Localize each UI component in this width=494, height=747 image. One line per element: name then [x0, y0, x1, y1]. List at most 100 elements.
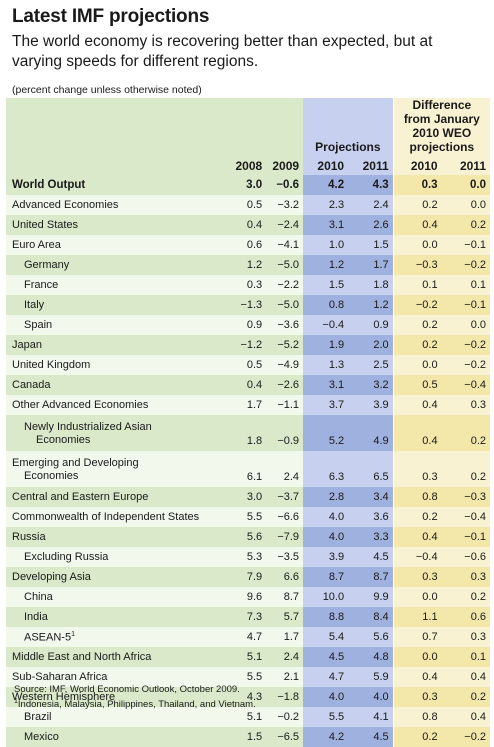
difference-2010: 0.4: [392, 215, 442, 235]
source-notes: Source: IMF, World Economic Outlook, Oct…: [14, 684, 256, 711]
row-label-text: Excluding Russia: [24, 551, 109, 563]
table-row: World Output 3.0 −0.6 4.2 4.3 0.3 0.0: [6, 175, 490, 195]
difference-2011: 0.6: [441, 607, 490, 627]
projection-2011: 3.2: [348, 375, 394, 395]
value-2009: 2.4: [266, 647, 304, 667]
projection-2010: 2.8: [303, 487, 349, 507]
projection-2010: 4.0: [303, 507, 349, 527]
page-title: Latest IMF projections: [12, 6, 210, 27]
row-label-text: Germany: [24, 259, 70, 271]
row-label-text: United States: [12, 219, 79, 231]
projection-2011: 2.5: [348, 355, 394, 375]
value-2009: −3.6: [266, 315, 304, 335]
table-row: Canada 0.4 −2.6 3.1 3.2 0.5 −0.4: [6, 375, 490, 395]
value-2009: −5.0: [266, 295, 304, 315]
row-label-text: Commonwealth of Independent States: [12, 511, 200, 523]
header-row-groups: Projections Difference from January 2010…: [6, 98, 490, 157]
table-row: Commonwealth of Independent States 5.5 −6.…: [6, 507, 490, 527]
difference-2010: 0.4: [392, 415, 442, 451]
difference-2010: 0.2: [392, 727, 442, 747]
difference-2011: −0.2: [441, 355, 490, 375]
header-projections: Projections: [303, 98, 394, 157]
row-label: Canada: [6, 375, 228, 395]
value-2008: −1.2: [227, 335, 267, 355]
table-row: Japan −1.2 −5.2 1.9 2.0 0.2 −0.2: [6, 335, 490, 355]
value-2009: −6.5: [266, 727, 304, 747]
projection-2010: 1.0: [303, 235, 349, 255]
value-2009: −2.6: [266, 375, 304, 395]
row-label: United Kingdom: [6, 355, 228, 375]
value-2008: −1.3: [227, 295, 267, 315]
difference-2011: 0.0: [441, 315, 490, 335]
projection-2010: 8.8: [303, 607, 349, 627]
projection-2011: 4.9: [348, 415, 394, 451]
row-label: Emerging and Developing Economies: [6, 451, 228, 487]
row-label: Other Advanced Economies: [6, 395, 228, 415]
value-2009: 6.6: [266, 567, 304, 587]
projection-2011: 5.6: [348, 627, 394, 647]
row-label: China: [6, 587, 228, 607]
projection-2010: 4.2: [303, 727, 349, 747]
table-row: Emerging and Developing Economies 6.1 2.4 6.…: [6, 451, 490, 487]
projection-2010: 5.4: [303, 627, 349, 647]
difference-2010: 0.4: [392, 527, 442, 547]
difference-2010: 0.0: [392, 355, 442, 375]
difference-2011: 0.2: [441, 451, 490, 487]
projection-2011: 8.7: [348, 567, 394, 587]
value-2008: 0.4: [227, 215, 267, 235]
row-label: India: [6, 607, 228, 627]
table-row: Germany 1.2 −5.0 1.2 1.7 −0.3 −0.2: [6, 255, 490, 275]
difference-2011: −0.1: [441, 295, 490, 315]
difference-2011: 0.2: [441, 687, 490, 707]
difference-2011: −0.1: [441, 235, 490, 255]
difference-2010: 0.0: [392, 587, 442, 607]
difference-2010: 1.1: [392, 607, 442, 627]
projection-2010: 1.3: [303, 355, 349, 375]
projection-2011: 4.3: [348, 175, 394, 195]
row-label-text: Russia: [12, 531, 46, 543]
value-2008: 1.7: [227, 395, 267, 415]
value-2008: 5.1: [227, 647, 267, 667]
projection-2011: 3.4: [348, 487, 394, 507]
row-label-text: Brazil: [24, 711, 52, 723]
projection-2010: 3.7: [303, 395, 349, 415]
difference-2011: 0.3: [441, 627, 490, 647]
table-row: Euro Area 0.6 −4.1 1.0 1.5 0.0 −0.1: [6, 235, 490, 255]
difference-2010: 0.3: [392, 687, 442, 707]
footnote-mark: 1: [14, 698, 18, 705]
value-2008: 6.1: [227, 451, 267, 487]
row-label-footnote-mark: 1: [71, 630, 75, 638]
row-label: Commonwealth of Independent States: [6, 507, 228, 527]
projection-2011: 1.8: [348, 275, 394, 295]
value-2009: −3.7: [266, 487, 304, 507]
difference-2011: −0.4: [441, 507, 490, 527]
projection-2011: 3.9: [348, 395, 394, 415]
row-label-text: ASEAN-5: [24, 631, 72, 644]
value-2009: 1.7: [266, 627, 304, 647]
row-label-text: Sub-Saharan Africa: [12, 671, 108, 683]
value-2009: −2.4: [266, 215, 304, 235]
value-2009: −0.9: [266, 415, 304, 451]
projection-2010: 3.1: [303, 215, 349, 235]
difference-2010: 0.8: [392, 707, 442, 727]
row-label: Japan: [6, 335, 228, 355]
value-2009: −3.2: [266, 195, 304, 215]
difference-2010: 0.4: [392, 395, 442, 415]
projection-2010: 5.2: [303, 415, 349, 451]
table-body: World Output 3.0 −0.6 4.2 4.3 0.3 0.0 Advanced …: [6, 175, 490, 747]
value-2008: 0.6: [227, 235, 267, 255]
difference-2010: 0.3: [392, 175, 442, 195]
row-label: France: [6, 275, 228, 295]
difference-2011: −0.2: [441, 255, 490, 275]
table-row: India 7.3 5.7 8.8 8.4 1.1 0.6: [6, 607, 490, 627]
value-2009: −1.1: [266, 395, 304, 415]
row-label: Italy: [6, 295, 228, 315]
header-2009: 2009: [266, 157, 304, 175]
value-2009: −0.6: [266, 175, 304, 195]
value-2009: −5.2: [266, 335, 304, 355]
value-2008: 5.5: [227, 667, 267, 687]
row-label-text: Developing Asia: [12, 571, 91, 583]
value-2009: 2.1: [266, 667, 304, 687]
row-label: Newly Industrialized Asian Economies: [6, 415, 228, 451]
table-row: Western Hemisphere 4.3 −1.8 4.0 4.0 0.3 0.2: [6, 687, 490, 707]
